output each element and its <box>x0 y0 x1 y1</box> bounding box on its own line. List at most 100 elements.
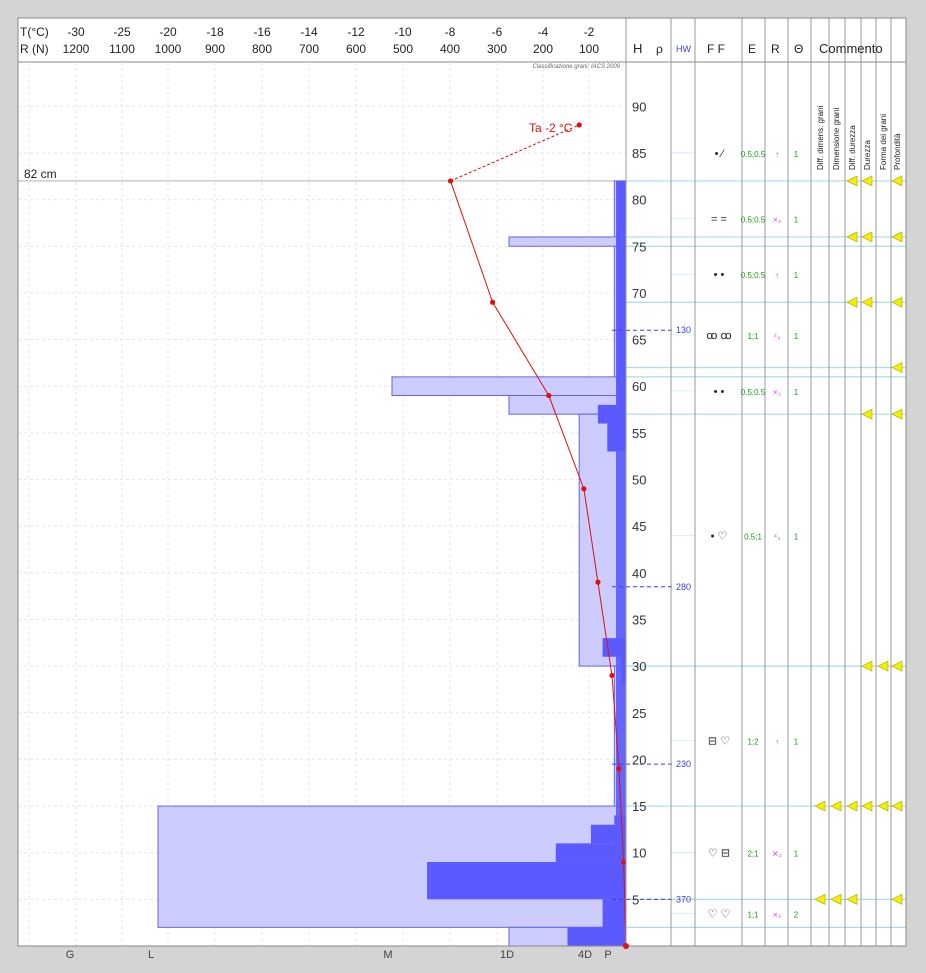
height-tick-label: 85 <box>632 146 646 161</box>
comment-marker <box>861 660 873 672</box>
grain-form-symbol: ♡ ♡ <box>708 908 731 920</box>
temperature-point <box>616 766 622 772</box>
height-tick-label: 65 <box>632 333 646 348</box>
hardness-scale-label: G <box>66 949 75 961</box>
comment-marker <box>891 408 903 420</box>
comment-marker <box>891 660 903 672</box>
comment-marker <box>891 362 903 374</box>
t-axis-label: T(°C) <box>20 25 49 39</box>
temperature-point <box>609 672 615 679</box>
temp-tick-label: -25 <box>113 25 131 39</box>
comment-marker <box>877 800 889 812</box>
hardness-layer-bar <box>391 376 627 397</box>
grain-size-value: 0.5;0.5 <box>741 150 766 159</box>
h-column-header: H <box>633 41 642 56</box>
ram-resistance-bar <box>567 927 626 946</box>
comment-marker <box>846 231 858 243</box>
comment-marker <box>861 175 873 187</box>
ram-resistance-bar <box>427 862 626 900</box>
comment-marker <box>846 296 858 308</box>
wetness-value: 1 <box>794 388 799 397</box>
grain-form-symbol: • ⁄ <box>715 148 726 160</box>
comment-marker <box>830 893 842 905</box>
hardness-scale-label: M <box>383 949 392 961</box>
hardness-value: ×₃ <box>773 910 781 919</box>
grain-size-value: 1;1 <box>747 332 759 341</box>
comment-marker <box>891 175 903 187</box>
temp-tick-label: -6 <box>492 25 503 39</box>
grain-form-symbol: ⊟ ♡ <box>708 736 730 748</box>
grain-form-symbol: • • <box>714 269 725 281</box>
comment-marker <box>846 893 858 905</box>
resistance-tick-label: 1100 <box>109 42 135 56</box>
hardness-value: ⁴₃ <box>774 532 781 541</box>
hw-value-label: 230 <box>676 759 691 769</box>
hw-column-header: HW <box>676 44 691 54</box>
resistance-tick-label: 1200 <box>63 42 90 56</box>
comment-marker <box>891 231 903 243</box>
snow-height-label: 82 cm <box>24 167 57 181</box>
temperature-point <box>595 579 601 585</box>
wetness-value: 1 <box>794 150 799 159</box>
chart-background <box>18 18 906 946</box>
ram-resistance-bar <box>555 843 626 863</box>
guide-layer <box>612 152 906 928</box>
comment-column-header: Durezza <box>863 140 872 170</box>
theta-column-header: Θ <box>794 42 803 56</box>
temp-tick-label: -14 <box>300 25 318 39</box>
resistance-tick-label: 1000 <box>155 42 182 56</box>
temp-tick-label: -30 <box>67 25 85 39</box>
wetness-value: 1 <box>794 332 799 341</box>
height-tick-label: 35 <box>632 612 646 627</box>
air-temperature-point <box>576 122 582 128</box>
resistance-tick-label: 900 <box>205 42 225 56</box>
comment-marker <box>891 893 903 905</box>
temp-tick-label: -12 <box>347 25 365 39</box>
grain-size-value: 0.5;0.5 <box>741 388 766 397</box>
comment-marker <box>861 231 873 243</box>
grain-form-symbol: = = <box>711 213 727 225</box>
ff-column-header: F F <box>707 42 725 56</box>
height-tick-label: 80 <box>632 193 646 208</box>
resistance-tick-label: 700 <box>299 42 319 56</box>
hardness-scale-label: L <box>148 949 154 961</box>
e-column-header: E <box>748 42 756 56</box>
air-temp-label: Ta -2 °C <box>529 121 573 135</box>
grain-size-value: 0.5;0.5 <box>741 215 766 224</box>
resistance-tick-label: 600 <box>346 42 366 56</box>
comment-marker <box>846 175 858 187</box>
table-columns <box>17 17 907 947</box>
wetness-value: 2 <box>794 910 799 919</box>
comment-column-header: Dimensione grani <box>832 108 841 170</box>
temperature-point <box>581 486 587 492</box>
hardness-value: ↑ <box>775 150 779 159</box>
height-tick-label: 5 <box>632 892 639 907</box>
height-tick-label: 10 <box>632 846 646 861</box>
comment-column-header: Profondità <box>893 133 902 170</box>
hardness-scale-label: 1D <box>500 949 514 961</box>
hw-value-label: 130 <box>676 325 691 335</box>
height-tick-label: 25 <box>632 706 646 721</box>
wetness-value: 1 <box>794 738 799 747</box>
header-layer: T(°C) R (N) H ρ HW F F E R Θ Commento Cl… <box>20 25 903 961</box>
height-tick-label: 55 <box>632 426 646 441</box>
comment-marker <box>861 408 873 420</box>
height-tick-label: 15 <box>632 799 646 814</box>
hw-value-label: 370 <box>676 894 691 904</box>
comment-column-header: Diff. durezza <box>848 125 857 170</box>
wetness-value: 1 <box>794 215 799 224</box>
temperature-point <box>621 859 627 865</box>
ram-resistance-strip <box>616 180 626 946</box>
hardness-scale-label: P <box>604 949 611 961</box>
height-tick-label: 45 <box>632 519 646 534</box>
temp-tick-label: -4 <box>538 25 549 39</box>
comment-marker <box>861 800 873 812</box>
rho-column-header: ρ <box>656 42 663 56</box>
wetness-value: 1 <box>794 850 799 859</box>
hardness-value: ↑ <box>775 271 779 280</box>
comment-marker <box>814 800 826 812</box>
resistance-tick-label: 100 <box>579 42 599 56</box>
comment-marker <box>891 296 903 308</box>
comment-marker <box>877 660 889 672</box>
